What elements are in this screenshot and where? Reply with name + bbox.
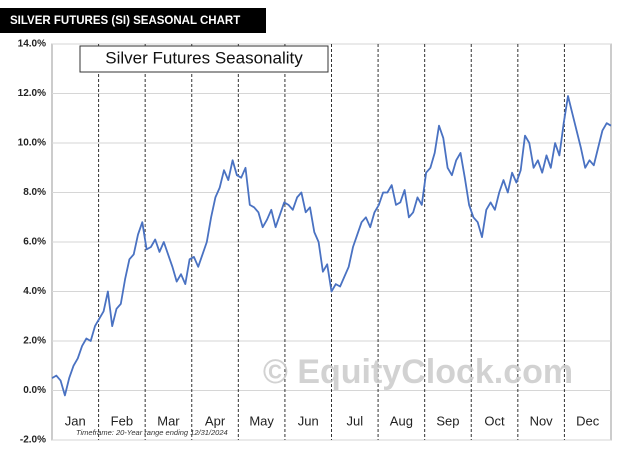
x-tick-label: Jun bbox=[298, 413, 319, 428]
x-tick-label: Apr bbox=[205, 413, 226, 428]
x-tick-label: Feb bbox=[111, 413, 133, 428]
y-tick-label: 4.0% bbox=[23, 286, 46, 297]
header-bg bbox=[0, 8, 266, 33]
y-tick-label: 10.0% bbox=[18, 138, 46, 149]
x-tick-label: Jan bbox=[65, 413, 86, 428]
x-tick-label: Nov bbox=[530, 413, 554, 428]
x-tick-label: Sep bbox=[436, 413, 459, 428]
y-tick-label: 6.0% bbox=[23, 237, 46, 248]
y-tick-label: 2.0% bbox=[23, 336, 46, 347]
y-tick-label: 14.0% bbox=[18, 39, 46, 50]
title-box bbox=[79, 45, 329, 73]
watermark: © EquityClock.com bbox=[263, 353, 573, 391]
series-line bbox=[51, 95, 612, 397]
x-tick-label: Oct bbox=[484, 413, 505, 428]
header: SILVER FUTURES (SI) SEASONAL CHART bbox=[10, 15, 240, 27]
x-tick-label: Aug bbox=[390, 413, 413, 428]
y-tick-label: 8.0% bbox=[23, 187, 46, 198]
y-tick-label: 12.0% bbox=[18, 88, 46, 99]
footnote: Timeframe: 20-Year range ending 12/31/20… bbox=[76, 428, 228, 437]
x-tick-label: Mar bbox=[157, 413, 180, 428]
x-tick-label: Dec bbox=[576, 413, 600, 428]
y-tick-label: -2.0% bbox=[20, 435, 46, 446]
y-tick-label: 0.0% bbox=[23, 385, 46, 396]
x-tick-label: May bbox=[249, 413, 274, 428]
chart-title: Silver Futures Seasonality bbox=[105, 48, 303, 67]
x-tick-label: Jul bbox=[346, 413, 363, 428]
